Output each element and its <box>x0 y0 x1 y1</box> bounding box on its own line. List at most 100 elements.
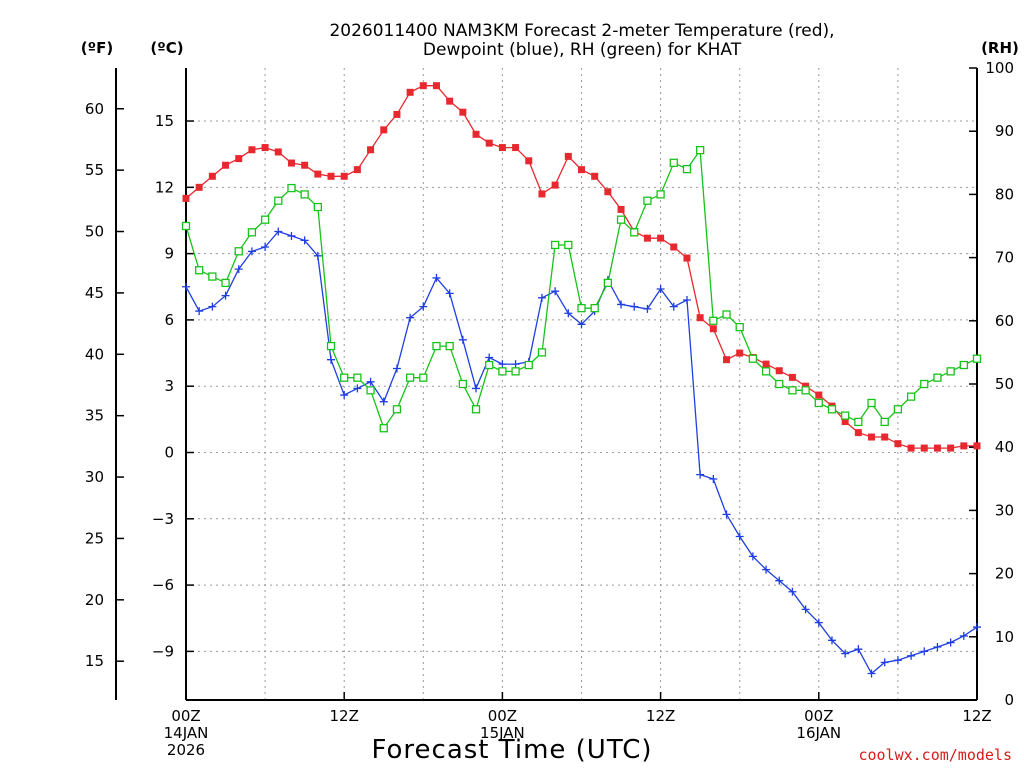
rh-point <box>814 398 823 408</box>
celsius-tick-label: 3 <box>164 377 174 395</box>
temperature-point <box>380 126 388 134</box>
dewpoint-point <box>748 552 757 561</box>
dewpoint-point <box>827 636 836 645</box>
fahrenheit-unit-label: (ºF) <box>81 39 113 57</box>
rh-tick-label: 0 <box>1004 691 1014 709</box>
dewpoint-point <box>617 300 626 309</box>
dewpoint-point <box>208 302 217 311</box>
rh-tick-label: 40 <box>995 438 1014 456</box>
rh-point <box>419 373 428 382</box>
dewpoint-point <box>841 649 850 658</box>
temperature-point <box>578 166 585 174</box>
series-rh <box>181 146 982 433</box>
rh-tick-label: 30 <box>995 501 1014 519</box>
rh-point <box>788 386 797 395</box>
rh-point <box>775 379 784 389</box>
rh-point <box>247 228 257 237</box>
time-tick-label: 15JAN <box>480 724 525 742</box>
temperature-point <box>841 418 849 426</box>
temperature-point <box>287 159 295 167</box>
dewpoint-point <box>643 304 652 313</box>
dewpoint-point <box>221 291 230 300</box>
rh-point <box>590 304 599 313</box>
fahrenheit-tick-label: 35 <box>85 407 104 425</box>
dewpoint-point <box>247 247 256 256</box>
rh-point <box>313 202 322 212</box>
dewpoint-point <box>933 642 942 651</box>
rh-point <box>366 386 375 395</box>
time-tick-label: 12Z <box>330 707 359 725</box>
rh-point <box>643 196 652 205</box>
temperature-point <box>498 144 506 152</box>
dewpoint-point <box>551 287 560 296</box>
dewpoint-point <box>234 265 243 274</box>
time-tick-label: 00Z <box>804 707 833 725</box>
temperature-point <box>406 88 414 96</box>
fahrenheit-tick-label: 60 <box>85 100 104 118</box>
rh-point <box>564 240 573 250</box>
temperature-point <box>723 356 731 364</box>
dewpoint-point <box>735 532 744 541</box>
temperature-point <box>933 444 941 452</box>
temperature-point <box>208 172 216 180</box>
rh-point <box>485 360 494 370</box>
dewpoint-point <box>973 623 981 632</box>
celsius-tick-label: 0 <box>164 444 174 462</box>
temperature-point <box>762 360 770 368</box>
temperature-point <box>446 97 454 105</box>
dewpoint-point <box>300 236 309 245</box>
fahrenheit-tick-label: 15 <box>85 652 104 670</box>
dewpoint-point <box>854 645 863 654</box>
temperature-point <box>907 444 915 452</box>
temperature-point <box>591 172 599 180</box>
time-tick-label: 12Z <box>962 707 991 725</box>
series-temperature <box>182 82 981 452</box>
temperature-point <box>485 139 493 147</box>
fahrenheit-tick-label: 30 <box>85 468 104 486</box>
rh-point <box>353 373 362 382</box>
dewpoint-point <box>893 656 902 665</box>
dewpoint-point <box>656 284 665 293</box>
temperature-point <box>670 243 678 251</box>
rh-point <box>471 405 481 414</box>
temperature-point <box>274 148 282 156</box>
rh-point <box>498 367 507 376</box>
rh-point <box>735 322 744 332</box>
rh-tick-label: 80 <box>995 185 1014 203</box>
rh-point <box>181 221 191 231</box>
celsius-axis: 15 12 9 6 3 0 −3 −6 −9 <box>152 112 194 660</box>
temperature-point <box>538 190 546 198</box>
dewpoint-point <box>445 289 454 298</box>
dewpoint-point <box>577 320 586 329</box>
temperature-point <box>182 194 190 202</box>
rh-point <box>682 164 692 174</box>
fahrenheit-tick-label: 55 <box>85 161 104 179</box>
dewpoint-point <box>630 302 639 311</box>
temperature-point <box>512 144 520 152</box>
rh-point <box>854 417 863 427</box>
rh-point <box>511 367 520 376</box>
fahrenheit-axis: 60 55 50 45 40 35 30 25 20 15 <box>85 100 124 670</box>
celsius-tick-label: −3 <box>152 510 174 528</box>
rh-point <box>959 360 968 370</box>
rh-point <box>326 341 336 351</box>
rh-point <box>208 272 217 281</box>
temperature-point <box>314 170 322 178</box>
temperature-point <box>459 108 467 116</box>
fahrenheit-tick-label: 40 <box>85 345 104 363</box>
temperature-point <box>432 82 440 90</box>
rh-point <box>933 373 942 382</box>
fahrenheit-tick-label: 25 <box>85 529 104 547</box>
chart-title-line-1: 2026011400 NAM3KM Forecast 2-meter Tempe… <box>329 21 834 41</box>
rh-point <box>906 392 916 401</box>
dewpoint-point <box>498 360 507 369</box>
rh-point <box>260 215 270 224</box>
dewpoint-point <box>379 397 388 406</box>
rh-point <box>630 228 639 237</box>
temperature-point <box>868 433 876 441</box>
dewpoint-point <box>762 565 771 574</box>
dewpoint-point <box>959 631 968 640</box>
temperature-point <box>920 444 928 452</box>
rh-point <box>972 354 982 363</box>
